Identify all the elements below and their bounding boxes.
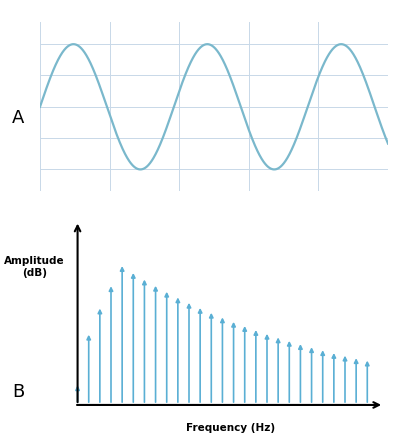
Text: Frequency (Hz): Frequency (Hz) — [186, 423, 275, 433]
Text: B: B — [12, 383, 24, 400]
Text: Amplitude
(dB): Amplitude (dB) — [4, 256, 65, 278]
Text: A: A — [12, 109, 24, 127]
